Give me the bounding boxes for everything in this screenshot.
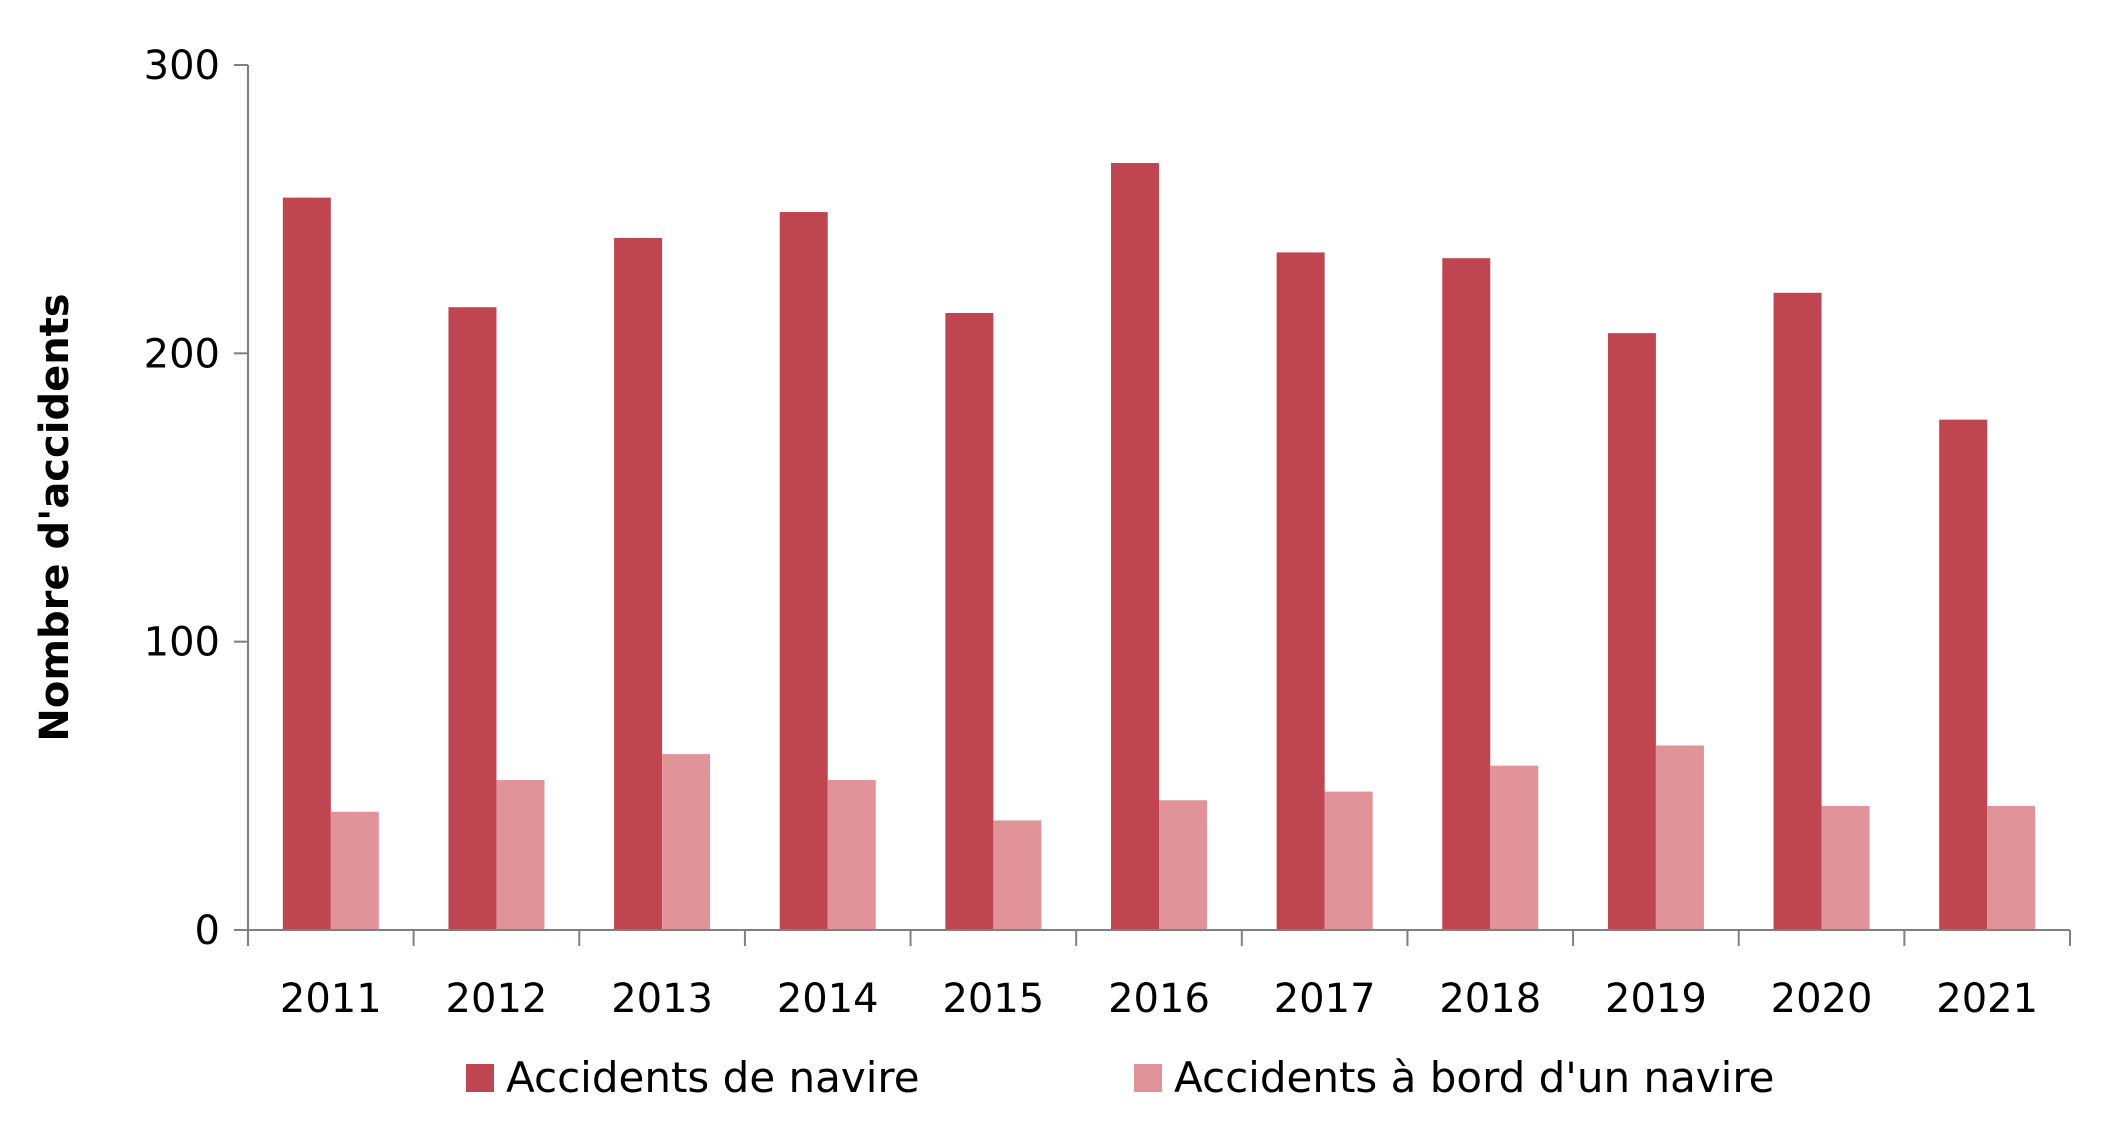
x-ticks-group: 2011 2012 2013 2014 2015 2016 2017 2018 2019 2020…	[247, 930, 2071, 1022]
bar-accidents-a-bord-2013	[662, 754, 711, 930]
y-axis-title: Nombre d'accidents	[32, 293, 78, 741]
bar-accidents-de-navire-2016	[1111, 163, 1159, 931]
bar-accidents-a-bord-2021	[1987, 806, 2036, 930]
bar-accidents-de-navire-2020	[1773, 292, 1822, 930]
bar-accidents-a-bord-2019	[1655, 745, 1704, 930]
bar-accidents-a-bord-2011	[330, 811, 379, 930]
axes-group	[247, 65, 2070, 931]
legend: Accidents de navire Accidents à bord d'un…	[466, 1053, 1775, 1102]
bar-accidents-de-navire-2021	[1939, 419, 1988, 930]
x-tick-label: 2021	[1936, 976, 2038, 1022]
y-tick-label: 300	[144, 43, 220, 89]
bar-accidents-de-navire-2018	[1442, 258, 1491, 930]
bar-accidents-de-navire-2019	[1607, 333, 1656, 930]
y-tick-label: 200	[144, 331, 220, 377]
bar-accidents-a-bord-2014	[827, 780, 876, 930]
bar-accidents-de-navire-2017	[1276, 252, 1325, 930]
x-tick-label: 2015	[942, 976, 1044, 1022]
legend-label-0: Accidents de navire	[506, 1053, 920, 1102]
bar-accidents-de-navire-2013	[614, 238, 663, 930]
bar-accidents-a-bord-2018	[1490, 765, 1539, 930]
x-tick-label: 2014	[777, 976, 879, 1022]
bar-accidents-a-bord-2017	[1324, 791, 1373, 930]
x-tick-label: 2018	[1439, 976, 1541, 1022]
bar-accidents-de-navire-2015	[945, 312, 994, 930]
bar-accidents-a-bord-2012	[496, 780, 545, 930]
bar-accidents-de-navire-2011	[282, 197, 331, 931]
legend-swatch-0	[466, 1064, 494, 1092]
y-tick-label: 100	[144, 620, 220, 666]
y-ticks-group: 0 100 200 300	[144, 43, 248, 954]
bar-accidents-a-bord-2020	[1821, 806, 1870, 930]
x-tick-label: 2012	[446, 976, 548, 1022]
x-tick-label: 2016	[1108, 976, 1210, 1022]
x-tick-label: 2020	[1771, 976, 1873, 1022]
bar-accidents-a-bord-2016	[1159, 800, 1207, 930]
x-tick-label: 2013	[611, 976, 713, 1022]
legend-swatch-1	[1134, 1064, 1162, 1092]
bar-accidents-de-navire-2014	[779, 212, 828, 931]
bars-group	[282, 163, 2036, 931]
x-tick-label: 2019	[1605, 976, 1707, 1022]
legend-label-1: Accidents à bord d'un navire	[1174, 1053, 1775, 1102]
y-tick-label: 0	[195, 908, 220, 954]
bar-accidents-de-navire-2012	[448, 307, 497, 930]
bar-accidents-a-bord-2015	[993, 820, 1042, 930]
x-tick-label: 2017	[1274, 976, 1376, 1022]
x-tick-label: 2011	[280, 976, 382, 1022]
